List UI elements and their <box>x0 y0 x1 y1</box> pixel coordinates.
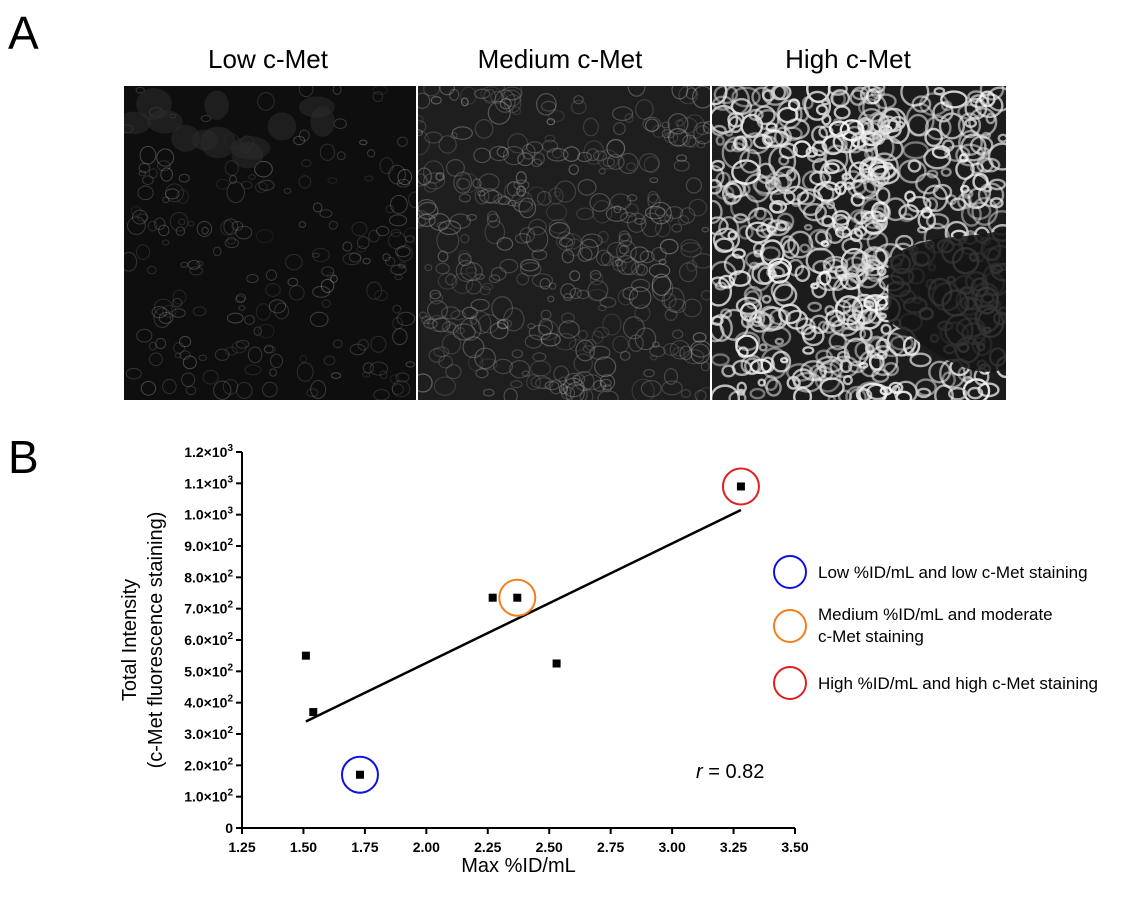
y-tick-label: 3.0×102 <box>184 725 233 742</box>
y-tick-label: 0 <box>225 820 233 836</box>
legend-label: c-Met staining <box>818 627 924 646</box>
legend-marker <box>773 555 807 589</box>
data-point <box>552 659 561 668</box>
y-tick-label: 8.0×102 <box>184 568 233 585</box>
x-axis-label: Max %ID/mL <box>461 855 575 877</box>
legend-label: High %ID/mL and high c-Met staining <box>818 674 1098 693</box>
panel-b-label: B <box>8 431 39 483</box>
y-tick-label: 1.2×103 <box>184 443 233 460</box>
regression-line <box>305 508 742 723</box>
y-tick-label: 4.0×102 <box>184 694 233 711</box>
y-axis-label-line1: Total Intensity <box>119 579 141 701</box>
highlight-circle <box>340 755 379 794</box>
high-cmet-title: High c-Met <box>785 44 911 74</box>
panel-a-label: A <box>8 7 39 59</box>
y-tick-label: 5.0×102 <box>184 662 233 679</box>
data-point <box>513 593 522 602</box>
legend-label: Medium %ID/mL and moderate <box>818 605 1053 624</box>
data-point <box>736 482 745 491</box>
x-tick-label: 2.75 <box>597 839 624 855</box>
x-tick-label: 1.50 <box>290 839 317 855</box>
y-axis-label-line2: (c-Met fluorescence staining) <box>145 512 167 769</box>
legend-marker <box>773 609 807 643</box>
data-point <box>301 651 310 660</box>
high-cmet-micrograph <box>712 86 1006 400</box>
y-tick-label: 2.0×102 <box>184 756 233 773</box>
x-tick-label: 1.25 <box>228 839 255 855</box>
y-tick-label: 1.1×103 <box>184 474 233 491</box>
x-tick-label: 2.50 <box>536 839 563 855</box>
x-tick-label: 3.00 <box>658 839 685 855</box>
y-tick-label: 1.0×102 <box>184 788 233 805</box>
legend-marker <box>773 666 807 700</box>
legend-label: Low %ID/mL and low c-Met staining <box>818 563 1088 582</box>
y-tick-label: 1.0×103 <box>184 506 233 523</box>
x-tick-label: 3.25 <box>720 839 747 855</box>
data-point <box>488 593 497 602</box>
highlight-circle <box>721 467 760 506</box>
highlight-circle <box>498 578 537 617</box>
x-tick-label: 2.00 <box>413 839 440 855</box>
data-point <box>355 770 364 779</box>
x-tick-label: 2.25 <box>474 839 501 855</box>
low-cmet-micrograph <box>124 86 416 400</box>
y-tick-label: 7.0×102 <box>184 600 233 617</box>
data-point <box>309 708 318 717</box>
low-cmet-title: Low c-Met <box>208 44 328 74</box>
y-tick-label: 9.0×102 <box>184 537 233 554</box>
x-tick-label: 3.50 <box>781 839 808 855</box>
medium-cmet-micrograph <box>418 86 710 400</box>
medium-cmet-title: Medium c-Met <box>477 44 643 74</box>
y-tick-label: 6.0×102 <box>184 631 233 648</box>
x-tick-label: 1.75 <box>351 839 378 855</box>
correlation-annotation: r = 0.82 <box>696 761 764 783</box>
